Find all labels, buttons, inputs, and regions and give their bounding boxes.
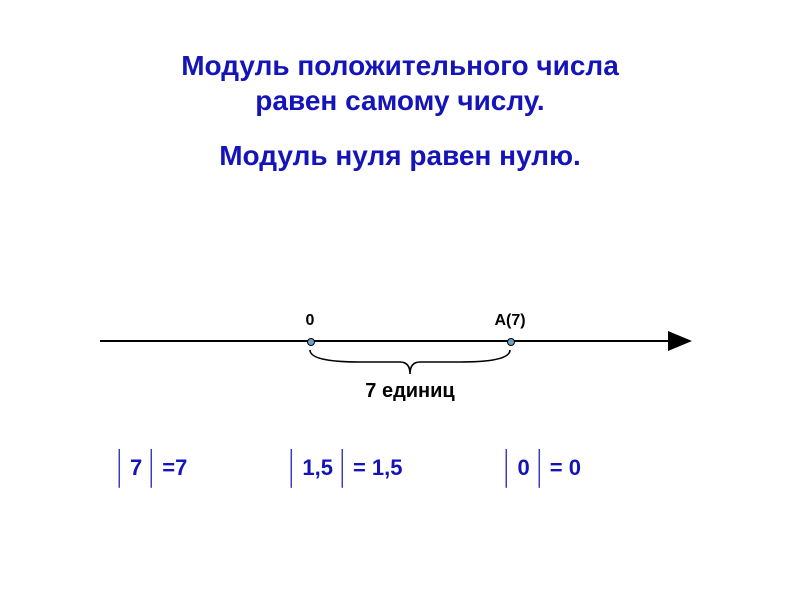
equation-2: │ 1,5 │ = 1,5 xyxy=(282,455,402,481)
abs-bar-icon: │ xyxy=(147,457,158,477)
number-line-diagram: 0 A(7) 7 единиц xyxy=(100,300,700,420)
slide: Модуль положительного числа равен самому… xyxy=(0,0,800,600)
equation-rhs: =7 xyxy=(162,455,187,481)
brace-label: 7 единиц xyxy=(365,380,454,403)
equations-row: │ 7 │ =7 │ 1,5 │ = 1,5 │ 0 │ = 0 xyxy=(110,455,581,481)
equation-rhs: = 1,5 xyxy=(353,455,403,481)
abs-bar-icon: │ xyxy=(337,457,348,477)
title-line-3: Модуль нуля равен нулю. xyxy=(0,138,800,173)
abs-bar-icon: │ xyxy=(534,457,545,477)
tick-label-point-a: A(7) xyxy=(494,312,525,330)
title-line-2: равен самому числу. xyxy=(0,83,800,118)
equation-3: │ 0 │ = 0 xyxy=(497,455,580,481)
equation-1: │ 7 │ =7 xyxy=(110,455,187,481)
abs-bar-icon: │ xyxy=(115,457,126,477)
axis-line xyxy=(100,340,670,342)
tick-label-origin: 0 xyxy=(306,312,315,330)
brace-icon xyxy=(100,344,700,384)
title-block: Модуль положительного числа равен самому… xyxy=(0,48,800,173)
title-gap xyxy=(0,118,800,138)
abs-bar-icon: │ xyxy=(502,457,513,477)
abs-bar-icon: │ xyxy=(287,457,298,477)
equation-inside: 0 xyxy=(517,455,529,481)
equation-inside: 1,5 xyxy=(302,455,333,481)
title-line-1: Модуль положительного числа xyxy=(0,48,800,83)
equation-inside: 7 xyxy=(130,455,142,481)
equation-rhs: = 0 xyxy=(550,455,581,481)
